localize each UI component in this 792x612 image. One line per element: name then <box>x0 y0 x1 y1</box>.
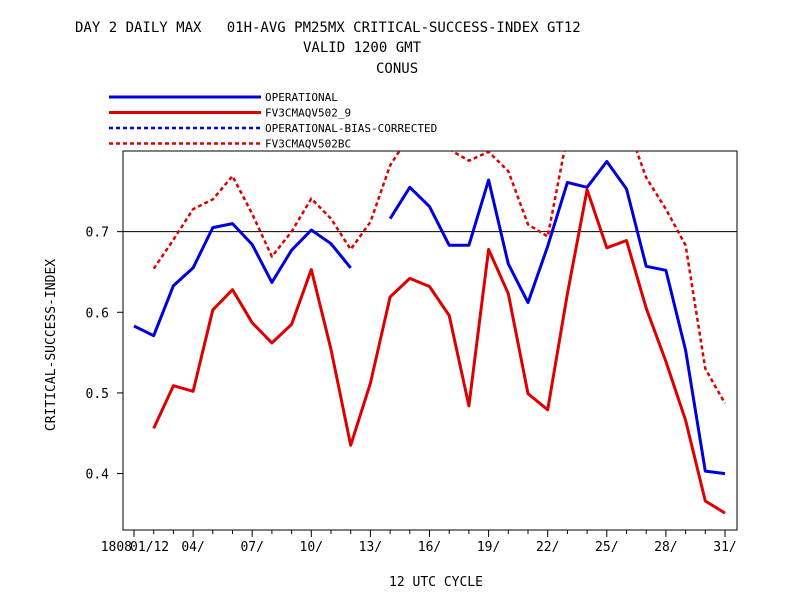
legend-label: OPERATIONAL-BIAS-CORRECTED <box>265 122 437 135</box>
series-line <box>152 188 726 515</box>
legend-label: FV3CMAQV502BC <box>265 138 351 151</box>
series-1 <box>133 160 726 476</box>
y-axis-label: CRITICAL-SUCCESS-INDEX <box>44 259 59 431</box>
series-2 <box>152 188 726 515</box>
series-4 <box>152 151 727 405</box>
series-group <box>133 151 727 515</box>
x-tick-label: 13/ <box>359 540 382 555</box>
chart-title-line-1: DAY 2 DAILY MAX 01H-AVG PM25MX CRITICAL-… <box>75 20 581 36</box>
x-tick-label: 22/ <box>536 540 559 555</box>
x-tick-label: 10/ <box>300 540 323 555</box>
x-tick-label: 28/ <box>654 540 677 555</box>
chart-title-line-2: VALID 1200 GMT <box>303 40 422 56</box>
x-axis-label: 12 UTC CYCLE <box>389 575 483 590</box>
chart-title-line-3: CONUS <box>376 61 419 77</box>
x-tick-label: 04/ <box>181 540 204 555</box>
y-tick-label: 0.7 <box>86 226 109 241</box>
x-tick-label: 07/ <box>240 540 263 555</box>
y-tick-label: 0.4 <box>86 468 110 483</box>
legend-label: FV3CMAQV502_9 <box>265 107 351 120</box>
series-line <box>133 160 726 476</box>
legend-label: OPERATIONAL <box>265 91 338 104</box>
y-tick-label: 0.5 <box>86 387 109 402</box>
x-tick-label: 25/ <box>595 540 618 555</box>
x-tick-label: 16/ <box>418 540 441 555</box>
y-tick-label: 0.6 <box>86 306 109 321</box>
legend: OPERATIONAL FV3CMAQV502_9 OPERATIONAL-BIAS… <box>109 91 437 151</box>
series-line <box>152 151 727 405</box>
x-tick-label: 01/12 <box>130 540 169 555</box>
x-tick-label: 1808 <box>101 540 132 555</box>
x-tick-label: 31/ <box>713 540 736 555</box>
x-tick-label: 19/ <box>477 540 500 555</box>
